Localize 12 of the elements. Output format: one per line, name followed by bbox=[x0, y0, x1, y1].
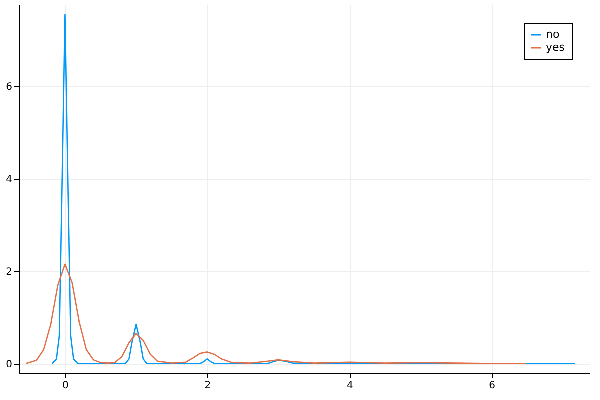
x-tick-label: 2 bbox=[204, 380, 212, 392]
x-tick-label: 4 bbox=[346, 380, 354, 392]
y-tick-label: 6 bbox=[6, 82, 12, 93]
legend-label: yes bbox=[546, 41, 566, 54]
y-tick-label: 4 bbox=[6, 174, 12, 186]
y-tick-label: 0 bbox=[6, 359, 12, 370]
line-series bbox=[25, 264, 527, 364]
legend-label: no bbox=[546, 28, 560, 41]
y-tick-label: 2 bbox=[6, 266, 12, 278]
x-tick-label: 0 bbox=[62, 380, 69, 392]
line-series bbox=[52, 14, 576, 364]
x-tick-label: 6 bbox=[489, 380, 496, 392]
